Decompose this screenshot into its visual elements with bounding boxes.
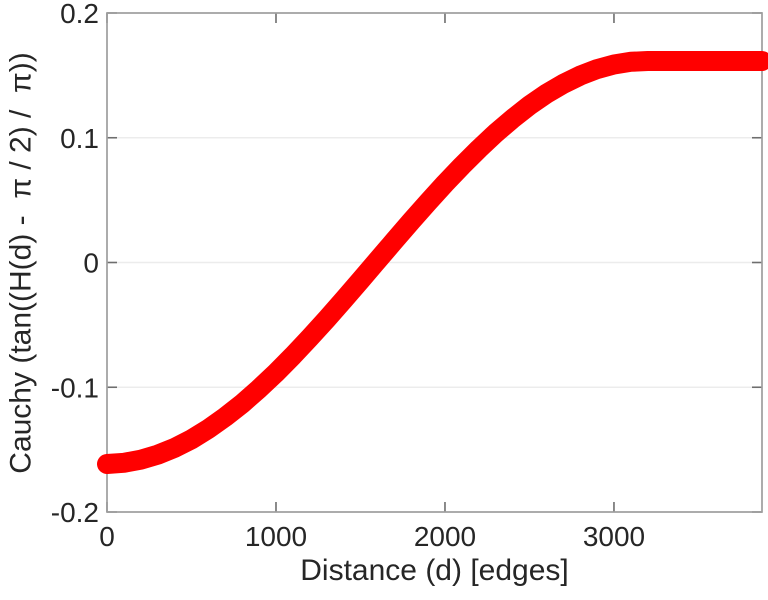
x-tick-label: 1000 [245, 521, 307, 552]
y-axis-label-container: Cauchy (tan((H(d) - π / 2) / π)) [2, 13, 42, 512]
plot-box [106, 12, 763, 513]
y-tick-label: -0.1 [51, 372, 99, 403]
x-axis-label: Distance (d) [edges] [300, 554, 569, 587]
x-tick-label: 2000 [414, 521, 476, 552]
y-axis-label: Cauchy (tan((H(d) - π / 2) / π)) [5, 51, 39, 474]
y-tick-label: 0.2 [60, 0, 99, 29]
y-tick-label: 0 [83, 248, 99, 279]
data-curve [97, 51, 768, 474]
y-tick-label: 0.1 [60, 123, 99, 154]
y-tick-label: -0.2 [51, 497, 99, 528]
x-tick-label: 0 [99, 521, 115, 552]
x-tick-label: 3000 [583, 521, 645, 552]
